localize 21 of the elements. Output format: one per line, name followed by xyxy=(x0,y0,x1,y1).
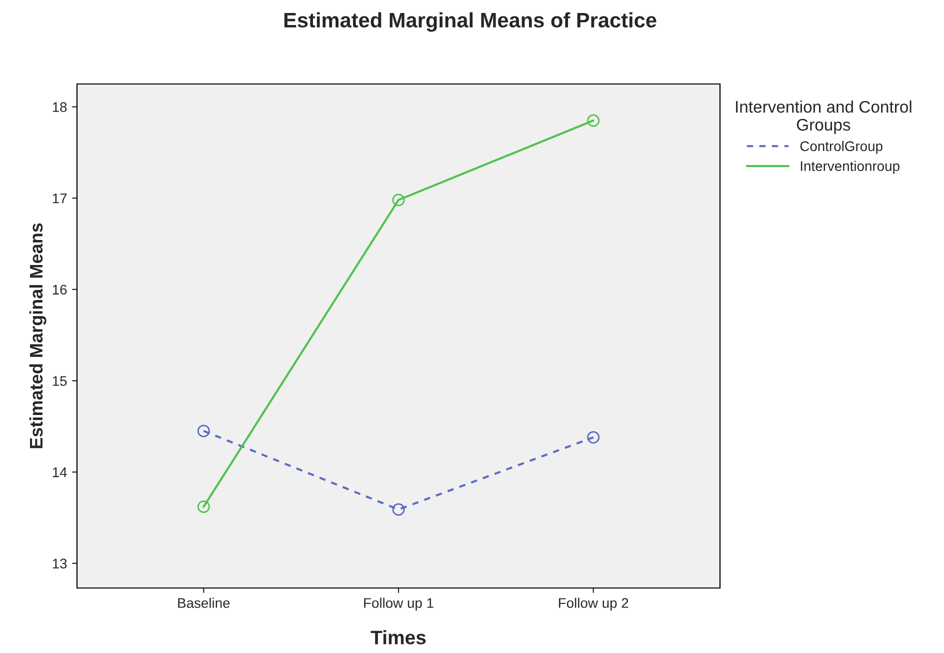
legend-label: Interventionroup xyxy=(800,160,900,174)
y-tick-label: 17 xyxy=(52,194,67,204)
point xyxy=(197,500,210,513)
x-tick-label: Follow up 1 xyxy=(364,598,434,611)
point xyxy=(392,194,405,206)
x-tick-label: Baseline xyxy=(178,598,230,608)
y-tick-label: 18 xyxy=(52,102,67,112)
x-axis-title: Times xyxy=(370,630,426,644)
y-tick-label: 15 xyxy=(52,376,67,386)
y-axis-title: Estimated Marginal Means xyxy=(29,223,46,448)
legend-label: ControlGroup xyxy=(800,140,882,154)
chart-title: Estimated Marginal Means of Practice xyxy=(284,12,656,32)
point xyxy=(587,114,600,127)
point xyxy=(197,424,210,438)
legend-title: Intervention and Control Groups xyxy=(736,100,912,134)
y-tick-label: 16 xyxy=(52,284,67,295)
point xyxy=(392,503,405,516)
y-tick-label: 14 xyxy=(52,468,67,478)
x-tick-label: Follow up 2 xyxy=(558,598,628,611)
point xyxy=(587,431,600,444)
y-tick-label: 13 xyxy=(52,558,67,569)
